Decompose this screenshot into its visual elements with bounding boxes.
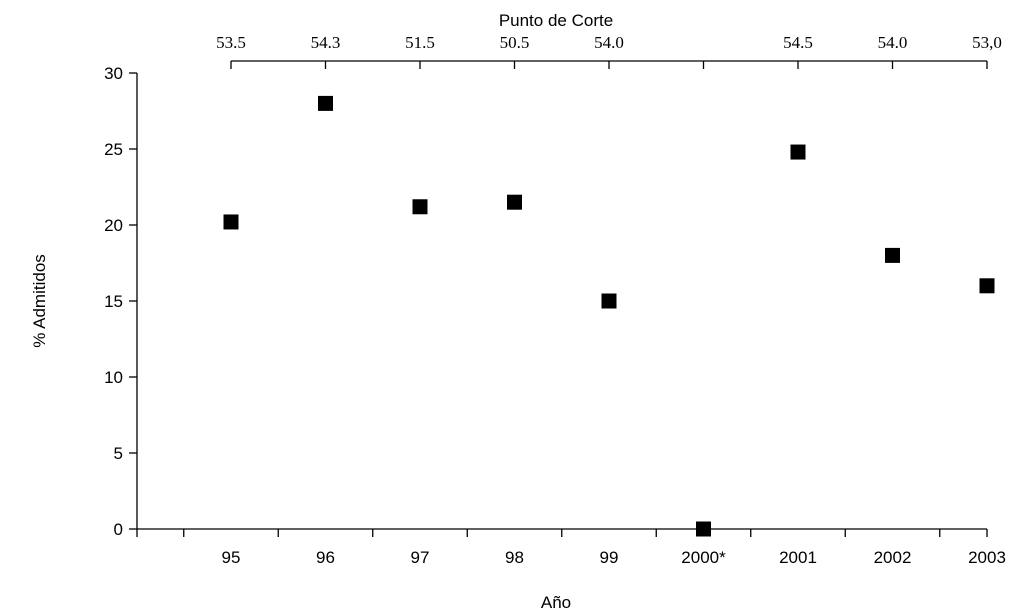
y-ticks: 0 5 10 15 20 25 30 [104, 64, 137, 539]
data-point-6 [790, 144, 806, 160]
top-tick-label-4: 54.0 [594, 33, 624, 52]
y-tick-label-1: 5 [114, 444, 123, 463]
x-tick-label-2: 97 [411, 548, 430, 567]
data-point-5 [696, 521, 711, 537]
data-point-2 [412, 199, 428, 215]
top-tick-label-3: 50.5 [500, 33, 530, 52]
x-tick-label-3: 98 [505, 548, 524, 567]
x-tick-label-4: 99 [600, 548, 619, 567]
x-tick-label-5: 2000* [681, 548, 726, 567]
top-tick-label-0: 53.5 [216, 33, 246, 52]
y-tick-label-3: 15 [104, 292, 123, 311]
y-tick-label-5: 25 [104, 140, 123, 159]
top-tick-label-2: 51.5 [405, 33, 435, 52]
x-axis-title: Año [541, 593, 571, 612]
x-ticks: 95 96 97 98 99 2000* 2001 2002 2003 [136, 529, 1006, 567]
data-point-0 [223, 214, 239, 230]
top-ticks: 53.5 54.3 51.5 50.5 54.0 54.5 54.0 53,0 [216, 33, 1002, 69]
data-point-3 [507, 194, 522, 210]
x-tick-label-7: 2002 [874, 548, 912, 567]
y-tick-label-4: 20 [104, 216, 123, 235]
y-tick-label-2: 10 [104, 368, 123, 387]
x-tick-label-6: 2001 [779, 548, 817, 567]
top-tick-label-7: 54.0 [878, 33, 908, 52]
y-tick-label-0: 0 [114, 520, 123, 539]
top-tick-label-8: 53,0 [972, 33, 1002, 52]
data-point-4 [601, 293, 617, 309]
x-tick-label-0: 95 [222, 548, 241, 567]
data-point-1 [318, 95, 333, 111]
y-axis-title: % Admitidos [30, 254, 49, 348]
top-axis-title: Punto de Corte [499, 11, 613, 30]
y-tick-label-6: 30 [104, 64, 123, 83]
data-point-8 [979, 278, 995, 294]
top-tick-label-1: 54.3 [311, 33, 341, 52]
data-point-7 [885, 247, 900, 263]
data-points [223, 95, 995, 537]
top-tick-label-6: 54.5 [783, 33, 813, 52]
x-tick-label-8: 2003 [968, 548, 1006, 567]
x-tick-label-1: 96 [316, 548, 335, 567]
